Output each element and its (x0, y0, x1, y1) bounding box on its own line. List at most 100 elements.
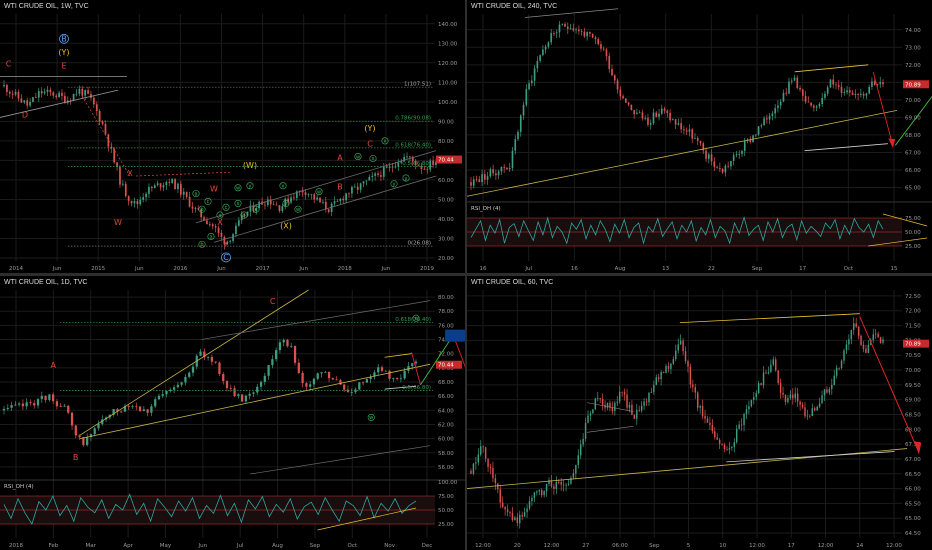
candle-body (677, 123, 680, 125)
candle-body (650, 392, 653, 393)
candle-body (72, 93, 75, 101)
y-tick-label: 66.00 (438, 394, 454, 400)
x-tick-label: Apr (123, 543, 133, 549)
candle-body (481, 174, 483, 182)
chart-panel-h1[interactable]: WTI CRUDE OIL, 60, TVC 12:00 20 12:00 27 06:… (467, 276, 932, 550)
x-tick-label: Mar (86, 543, 97, 549)
candle-body (845, 344, 848, 351)
candle-body (601, 399, 604, 405)
candle-body (403, 370, 406, 379)
sub-wave-label: b (200, 207, 203, 213)
y-tick-label: 100.00 (438, 100, 458, 106)
chart-title-daily: WTI CRUDE OIL, 1D, TVC (4, 279, 88, 286)
x-tick-label: 12:00 (749, 543, 765, 549)
candle-body (78, 435, 81, 438)
candle-body (667, 366, 670, 369)
candle-body (298, 190, 301, 192)
candle-body (818, 103, 821, 107)
y-tick-label: 73.00 (905, 45, 921, 51)
y-tick-label: 68.00 (438, 380, 454, 386)
candle-body (777, 370, 779, 384)
candle-body (426, 169, 429, 171)
x-tick-label: 17 (799, 266, 806, 272)
rsi-trend-upper (882, 213, 928, 227)
candle-body (6, 407, 9, 409)
rsi-tick-label: 25.00 (905, 244, 921, 250)
candle-body (627, 102, 630, 105)
candle-body (564, 23, 566, 27)
candle-body (382, 167, 385, 177)
candle-body (810, 102, 812, 106)
h4-chart-svg[interactable]: 16 Jul 16 Aug 13 22 Sep 17 Oct 15 65.00 66.00 67.00 6… (467, 0, 932, 273)
candle-body (705, 150, 707, 159)
candle-body (324, 201, 327, 210)
candle-body (359, 183, 362, 190)
x-tick-label: 15 (891, 266, 898, 272)
candle-body (470, 470, 472, 474)
candle-body (854, 94, 857, 96)
candle-body (685, 130, 688, 132)
candle-body (833, 375, 835, 385)
candle-body (287, 198, 289, 203)
candle-body (388, 166, 391, 168)
candle-body (429, 160, 432, 170)
candle-body (348, 193, 350, 195)
chart-panel-daily[interactable]: WTI CRUDE OIL, 1D, TVC 2018 Feb Mar Apr May J… (0, 276, 465, 550)
y-tick-label: 68.00 (905, 427, 921, 433)
h1-chart-svg[interactable]: 12:00 20 12:00 27 06:00 Sep 5 10 12:00 17 12:00 24 1… (467, 276, 932, 550)
candle-body (716, 437, 718, 440)
candle-body (248, 393, 251, 396)
candle-body (20, 98, 23, 103)
daily-chart-svg[interactable]: 2018 Feb Mar Apr May Jun Jul Aug Sep Oct Nov Dec 56.… (0, 276, 465, 550)
y-tick-label: 74.00 (905, 28, 921, 34)
candle-body (44, 395, 47, 401)
candle-body (692, 384, 694, 388)
candle-body (867, 344, 870, 353)
candle-body (494, 478, 497, 484)
candle-body (804, 95, 807, 102)
candle-body (550, 33, 553, 43)
candle-body (644, 117, 647, 119)
candle-body (154, 399, 157, 407)
candle-body (865, 93, 868, 96)
candle-body (313, 194, 316, 200)
candle-body (555, 32, 558, 34)
candle-body (562, 484, 565, 486)
weekly-chart-svg[interactable]: 2014 Jun 2015 Jun 2016 Jun 2017 Jun 2018 Jun 2019 2… (0, 0, 465, 273)
candle-body (388, 370, 391, 379)
candle-body (377, 367, 380, 373)
candle-body (539, 55, 541, 61)
chart-panel-h4[interactable]: WTI CRUDE OIL, 240, TVC 16 Jul 16 Aug 13 22 Se… (467, 0, 932, 273)
candle-body (784, 394, 787, 402)
trend-line (0, 89, 119, 118)
candle-body (533, 68, 536, 81)
candle-body (380, 367, 384, 371)
candle-body (269, 199, 272, 205)
candle-body (133, 201, 136, 204)
candle-body (26, 100, 29, 106)
x-tick-label: Jun (381, 266, 391, 272)
chart-panel-weekly[interactable]: WTI CRUDE OIL, 1W, TVC 2014 Jun 2015 Jun 201… (0, 0, 465, 273)
horizontal-divider[interactable] (0, 273, 932, 276)
candle-body (168, 181, 171, 183)
candle-body (316, 197, 318, 200)
candle-body (116, 162, 118, 167)
candle-body (743, 414, 745, 425)
x-tick-label: 12:00 (818, 543, 834, 549)
candle-body (275, 350, 278, 360)
y-tick-label: 110.00 (438, 80, 458, 86)
candle-body (150, 406, 153, 413)
candle-body (506, 167, 508, 170)
x-tick-label: 17 (788, 543, 795, 549)
candle-body (631, 404, 633, 415)
candle-body (489, 169, 492, 177)
x-tick-label: 5 (687, 543, 691, 549)
candle-body (282, 339, 285, 343)
y-tick-label: 140.00 (438, 22, 458, 28)
candle-body (162, 185, 165, 188)
candle-body (400, 161, 403, 163)
candle-body (806, 415, 809, 417)
candle-body (138, 406, 142, 411)
y-tick-label: 70.50 (905, 353, 921, 359)
candle-body (718, 439, 721, 444)
